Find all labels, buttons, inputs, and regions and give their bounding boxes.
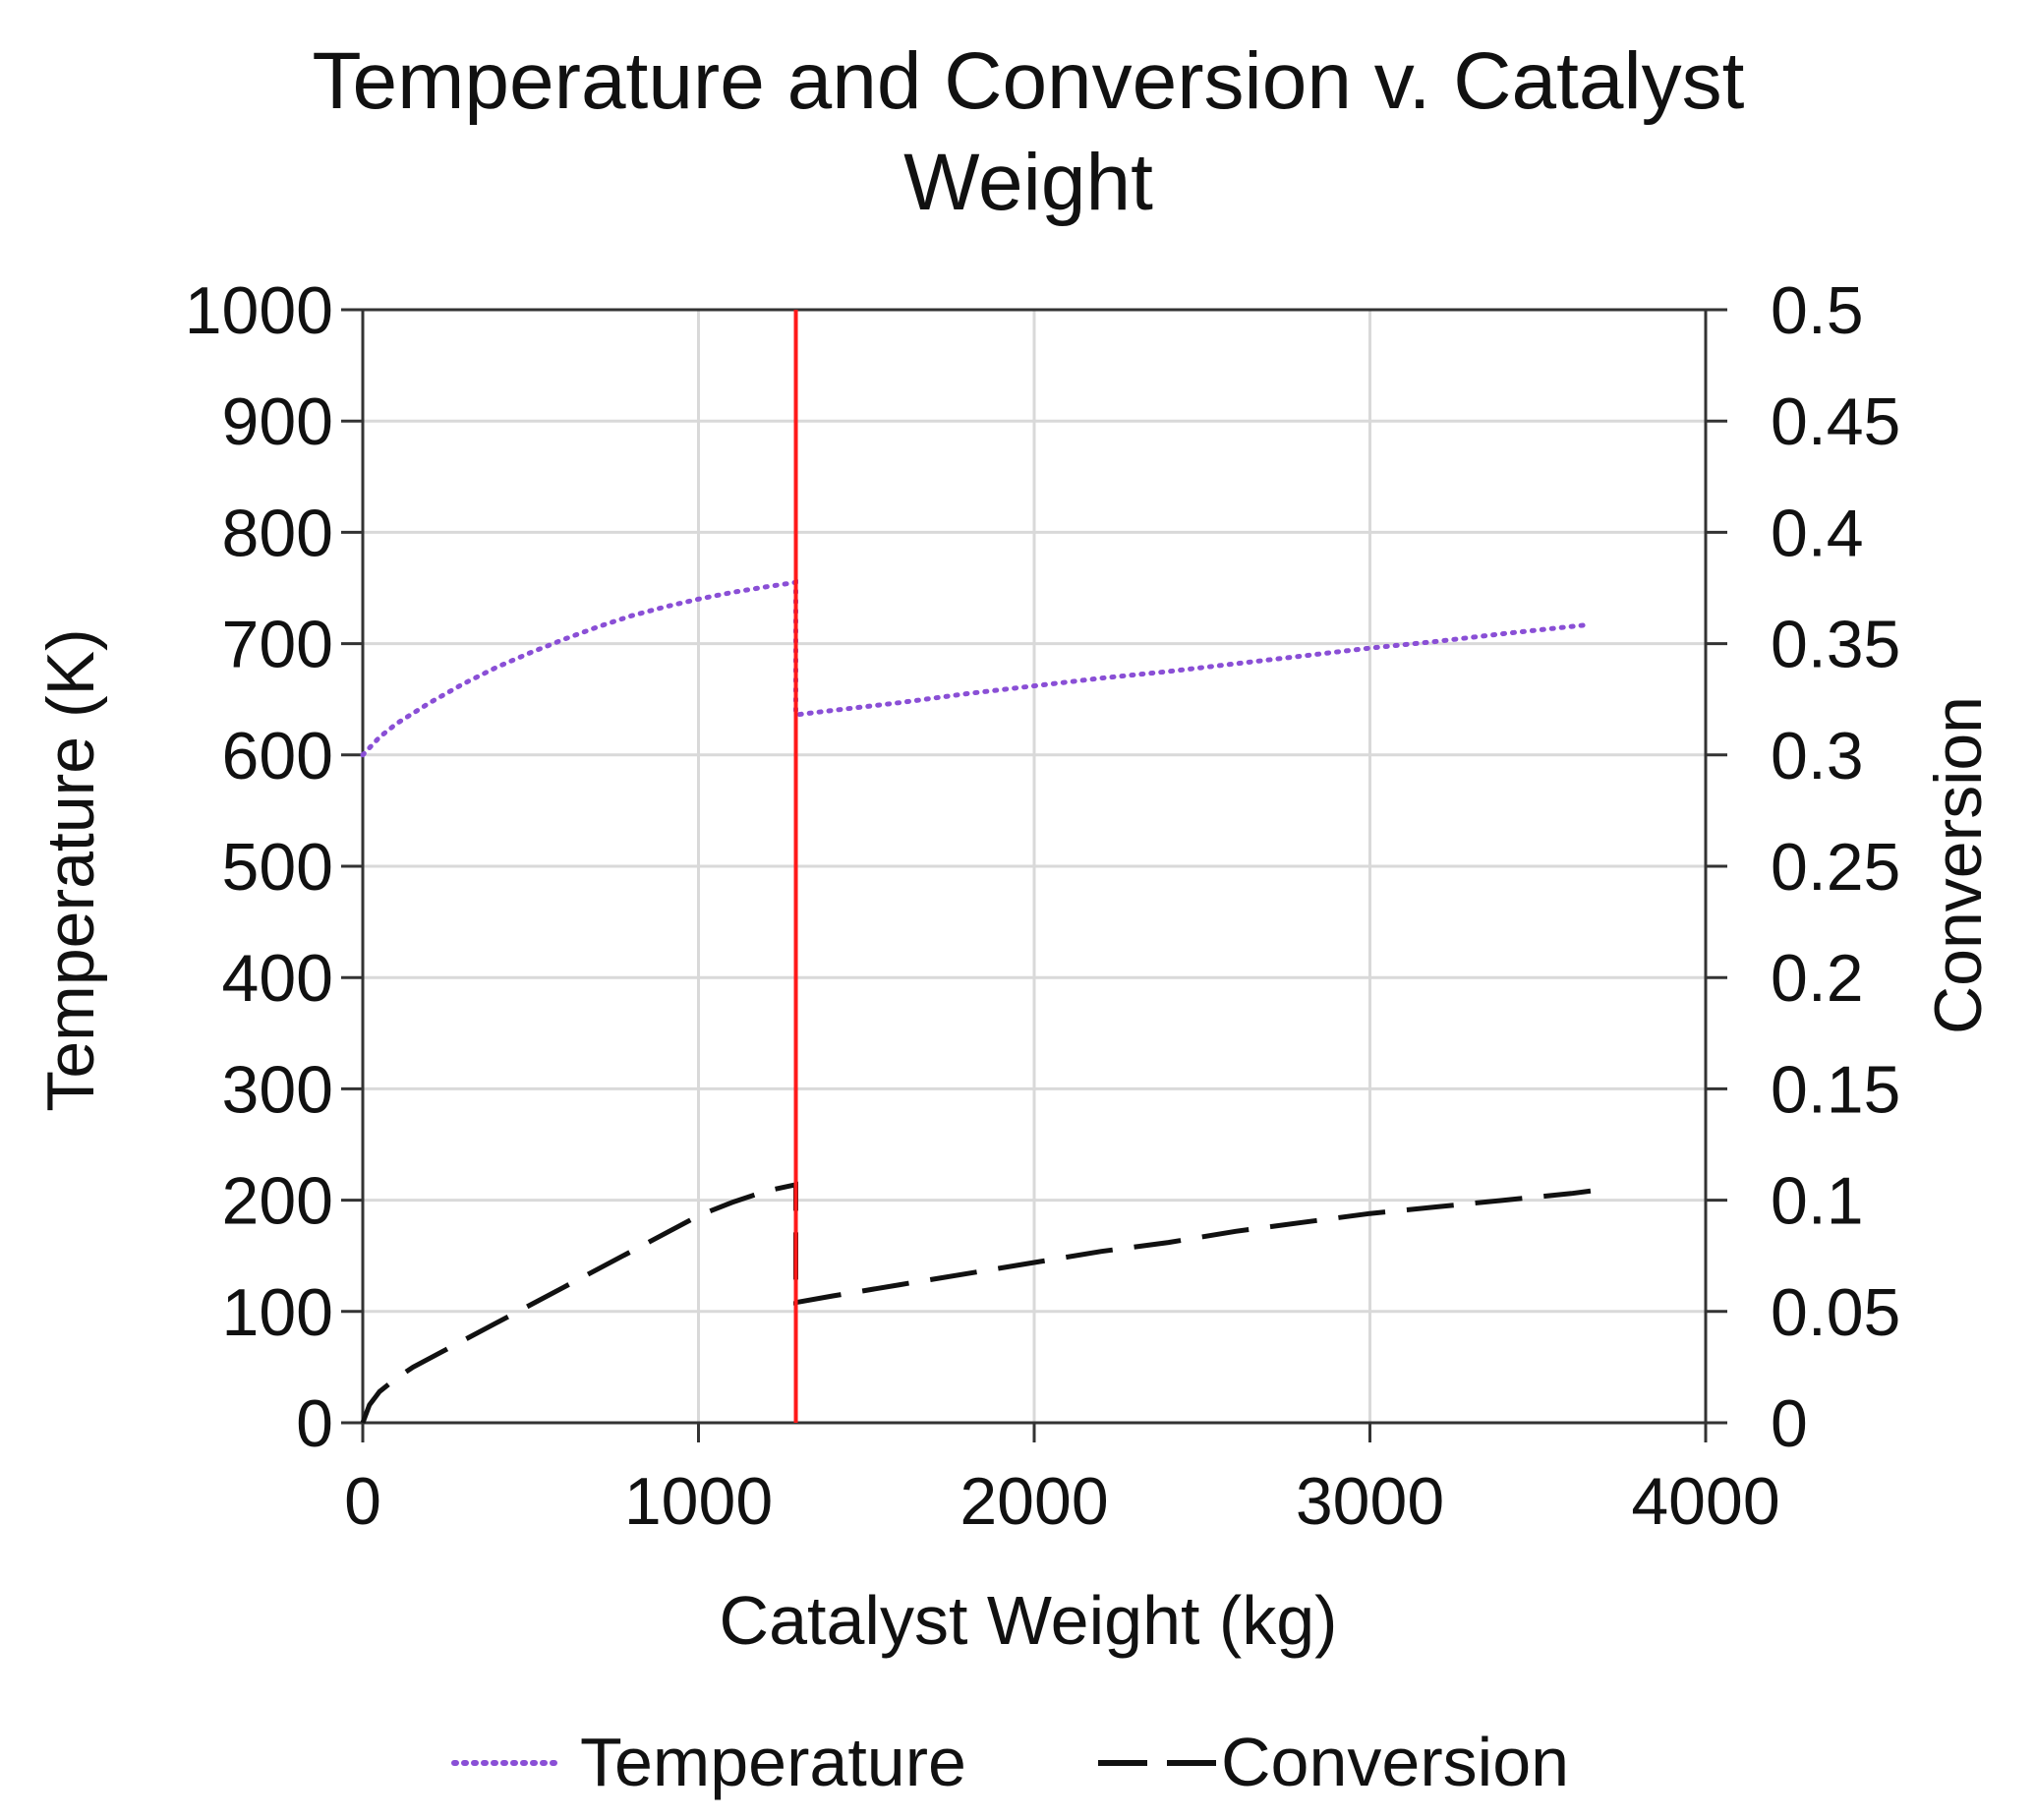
x-tick-label: 3000	[1296, 1464, 1444, 1539]
x-tick-label: 0	[344, 1464, 381, 1539]
y-right-tick-label: 0.4	[1771, 496, 1864, 570]
chart-title: Temperature and Conversion v. Catalyst We…	[313, 36, 1745, 227]
y-right-tick-label: 0.3	[1771, 719, 1864, 793]
y-right-tick-label: 0.5	[1771, 273, 1864, 348]
x-tick-label: 2000	[959, 1464, 1108, 1539]
x-tick-label: 4000	[1631, 1464, 1779, 1539]
y-left-tick-label: 900	[222, 384, 333, 459]
y-right-tick-label: 0.05	[1771, 1275, 1900, 1350]
legend: Temperature Conversion	[451, 1724, 1569, 1800]
y-axis-right-label: Conversion	[1921, 696, 1996, 1034]
y-left-tick-label: 0	[296, 1386, 333, 1461]
y-left-tick-label: 800	[222, 496, 333, 570]
y-left-tick-label: 600	[222, 719, 333, 793]
y-left-tick-label: 400	[222, 941, 333, 1016]
y-right-tick-label: 0.45	[1771, 384, 1900, 459]
y-right-tick-label: 0.1	[1771, 1164, 1864, 1239]
y-right-tick-label: 0.2	[1771, 941, 1864, 1016]
y-right-tick-label: 0.15	[1771, 1052, 1900, 1127]
y-left-tick-label: 300	[222, 1052, 333, 1127]
y-left-tick-label: 500	[222, 830, 333, 905]
chart-title-line: Weight	[903, 138, 1153, 227]
y-axis-left-label: Temperature (K)	[33, 628, 108, 1111]
x-tick-label: 1000	[624, 1464, 773, 1539]
series-temperature-line	[360, 579, 1591, 758]
grid-lines	[363, 310, 1706, 1423]
series-conversion-line	[360, 1181, 1605, 1424]
plot-series	[360, 310, 1605, 1424]
y-left-tick-label: 1000	[185, 273, 333, 348]
y-left-tick-label: 700	[222, 608, 333, 682]
legend-conversion-label: Conversion	[1221, 1724, 1569, 1800]
y-right-tick-label: 0.35	[1771, 608, 1900, 682]
legend-temperature-label: Temperature	[580, 1724, 966, 1800]
chart-title-line: Temperature and Conversion v. Catalyst	[313, 36, 1745, 126]
x-axis-label: Catalyst Weight (kg)	[720, 1582, 1338, 1659]
y-right-tick-label: 0.25	[1771, 830, 1900, 905]
y-left-tick-label: 100	[222, 1275, 333, 1350]
y-left-tick-label: 200	[222, 1164, 333, 1239]
axes	[341, 308, 1727, 1442]
y-right-tick-label: 0	[1771, 1386, 1808, 1461]
